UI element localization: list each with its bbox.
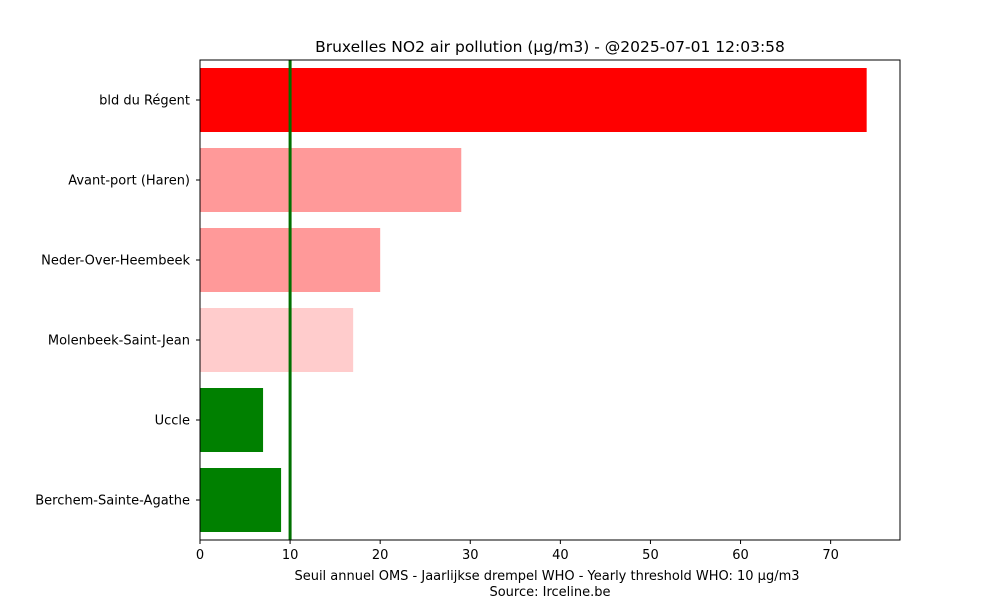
- y-tick-label: Neder-Over-Heembeek: [41, 254, 190, 269]
- x-tick-label: 60: [732, 548, 749, 563]
- x-tick-label: 20: [372, 548, 389, 563]
- x-tick-label: 40: [552, 548, 569, 563]
- x-tick-label: 10: [282, 548, 299, 563]
- source-label: Source: Irceline.be: [489, 585, 610, 600]
- plot-frame: [199, 59, 901, 541]
- bar: [200, 388, 264, 452]
- bar: [200, 68, 867, 132]
- bar: [200, 468, 282, 532]
- x-tick-label: 30: [462, 548, 479, 563]
- y-tick-label: Molenbeek-Saint-Jean: [48, 334, 190, 349]
- y-tick-label: Berchem-Sainte-Agathe: [35, 494, 190, 509]
- bar: [200, 148, 462, 212]
- y-tick-labels: bld du Régent Avant-port (Haren) Neder-Ove…: [35, 94, 200, 509]
- x-ticks: 0 10 20 30 40 50 60 70: [196, 540, 839, 563]
- x-axis-label: Seuil annuel OMS - Jaarlijkse drempel WH…: [294, 569, 799, 584]
- x-tick-label: 0: [196, 548, 204, 563]
- bar: [200, 308, 354, 372]
- x-tick-label: 50: [642, 548, 659, 563]
- y-tick-label: Avant-port (Haren): [68, 174, 190, 189]
- y-tick-label: bld du Régent: [99, 94, 190, 109]
- y-tick-label: Uccle: [155, 414, 190, 429]
- bars-group: [200, 68, 867, 532]
- chart-title: Bruxelles NO2 air pollution (µg/m3) - @2…: [315, 38, 785, 56]
- x-tick-label: 70: [822, 548, 839, 563]
